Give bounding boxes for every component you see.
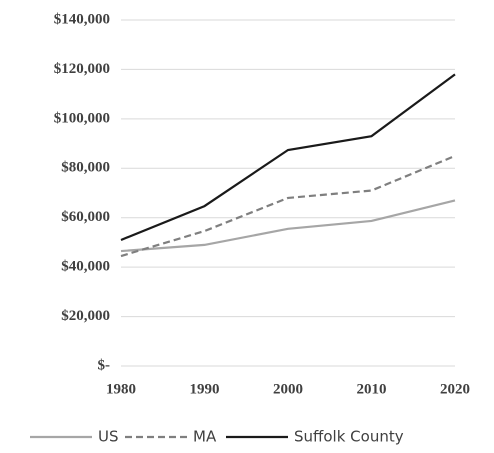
x-tick-label: 2020 bbox=[440, 381, 470, 397]
y-tick-label: $80,000 bbox=[61, 160, 110, 176]
y-tick-label: $20,000 bbox=[61, 308, 110, 324]
x-tick-label: 1990 bbox=[190, 381, 220, 397]
y-tick-label: $100,000 bbox=[54, 110, 110, 126]
legend-label: Suffolk County bbox=[294, 428, 404, 446]
y-tick-label: $- bbox=[98, 357, 111, 373]
y-tick-label: $140,000 bbox=[54, 11, 110, 27]
x-tick-label: 2010 bbox=[357, 381, 387, 397]
legend-label: US bbox=[98, 428, 119, 446]
y-tick-label: $120,000 bbox=[54, 61, 110, 77]
x-tick-label: 2000 bbox=[273, 381, 303, 397]
legend-label: MA bbox=[193, 428, 217, 446]
series-line bbox=[120, 199, 456, 253]
series-line bbox=[120, 154, 456, 258]
y-tick-label: $60,000 bbox=[61, 209, 110, 225]
series-line bbox=[120, 73, 456, 241]
x-tick-label: 1980 bbox=[106, 381, 136, 397]
y-tick-label: $40,000 bbox=[61, 259, 110, 275]
